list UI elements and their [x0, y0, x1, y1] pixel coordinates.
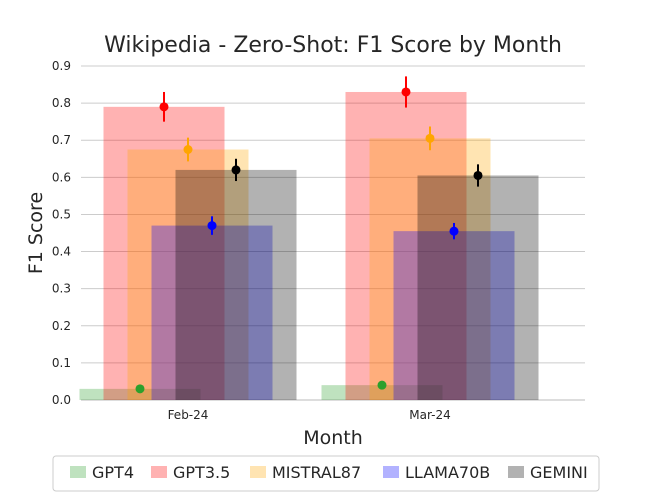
bar-layer [79, 91, 539, 401]
y-tick-layer: 0.0 0.1 0.2 0.3 0.4 0.5 0.6 0.7 0.8 0.9 [52, 59, 71, 407]
y-tick-label: 0.7 [52, 133, 71, 147]
data-point [135, 384, 145, 394]
y-tick-label: 0.8 [52, 96, 71, 110]
y-tick-label: 0.4 [52, 245, 71, 259]
legend-swatch [508, 466, 524, 478]
legend: GPT4 GPT3.5 MISTRAL87 LLAMA70B GEMINI [52, 455, 600, 492]
legend-label: GEMINI [530, 463, 588, 482]
data-point [401, 87, 411, 97]
bar [103, 106, 225, 401]
legend-swatch [383, 466, 399, 478]
legend-swatch [250, 466, 266, 478]
bar [393, 231, 515, 400]
bar [321, 385, 443, 400]
data-point [159, 102, 169, 112]
data-point [473, 170, 483, 180]
y-tick-label: 0.3 [52, 282, 71, 296]
y-tick-label: 0.9 [52, 59, 71, 73]
x-axis-label: Month [303, 427, 363, 449]
bar [417, 175, 539, 400]
legend-items: GPT4 GPT3.5 MISTRAL87 LLAMA70B GEMINI [70, 463, 588, 482]
legend-label: GPT3.5 [173, 463, 230, 482]
legend-label: LLAMA70B [405, 463, 490, 482]
x-tick-label: Feb-24 [168, 408, 209, 422]
bar [175, 169, 297, 400]
bar [369, 138, 491, 400]
bar [345, 91, 467, 400]
legend-swatch [70, 466, 86, 478]
bar [127, 149, 249, 400]
data-point [377, 380, 387, 390]
y-tick-label: 0.5 [52, 207, 71, 221]
grid-layer [81, 65, 585, 401]
bar [151, 225, 273, 400]
data-point [183, 145, 193, 154]
x-tick-label: Mar-24 [409, 408, 450, 422]
legend-label: GPT4 [92, 463, 134, 482]
bar [79, 388, 201, 400]
legend-swatch [151, 466, 167, 478]
y-tick-label: 0.1 [52, 356, 71, 370]
chart-title: Wikipedia - Zero-Shot: F1 Score by Month [104, 33, 562, 58]
y-tick-label: 0.2 [52, 319, 71, 333]
error-bar-layer [135, 76, 483, 394]
legend-frame [52, 455, 600, 492]
y-tick-label: 0.6 [52, 170, 71, 184]
y-tick-label: 0.0 [52, 393, 71, 407]
y-axis-label: F1 Score [25, 192, 47, 274]
data-point [231, 165, 241, 175]
data-point [425, 133, 435, 143]
data-point [207, 221, 217, 231]
legend-label: MISTRAL87 [272, 463, 361, 482]
x-tick-layer: Feb-24 Mar-24 [168, 408, 451, 422]
data-point [449, 226, 459, 236]
